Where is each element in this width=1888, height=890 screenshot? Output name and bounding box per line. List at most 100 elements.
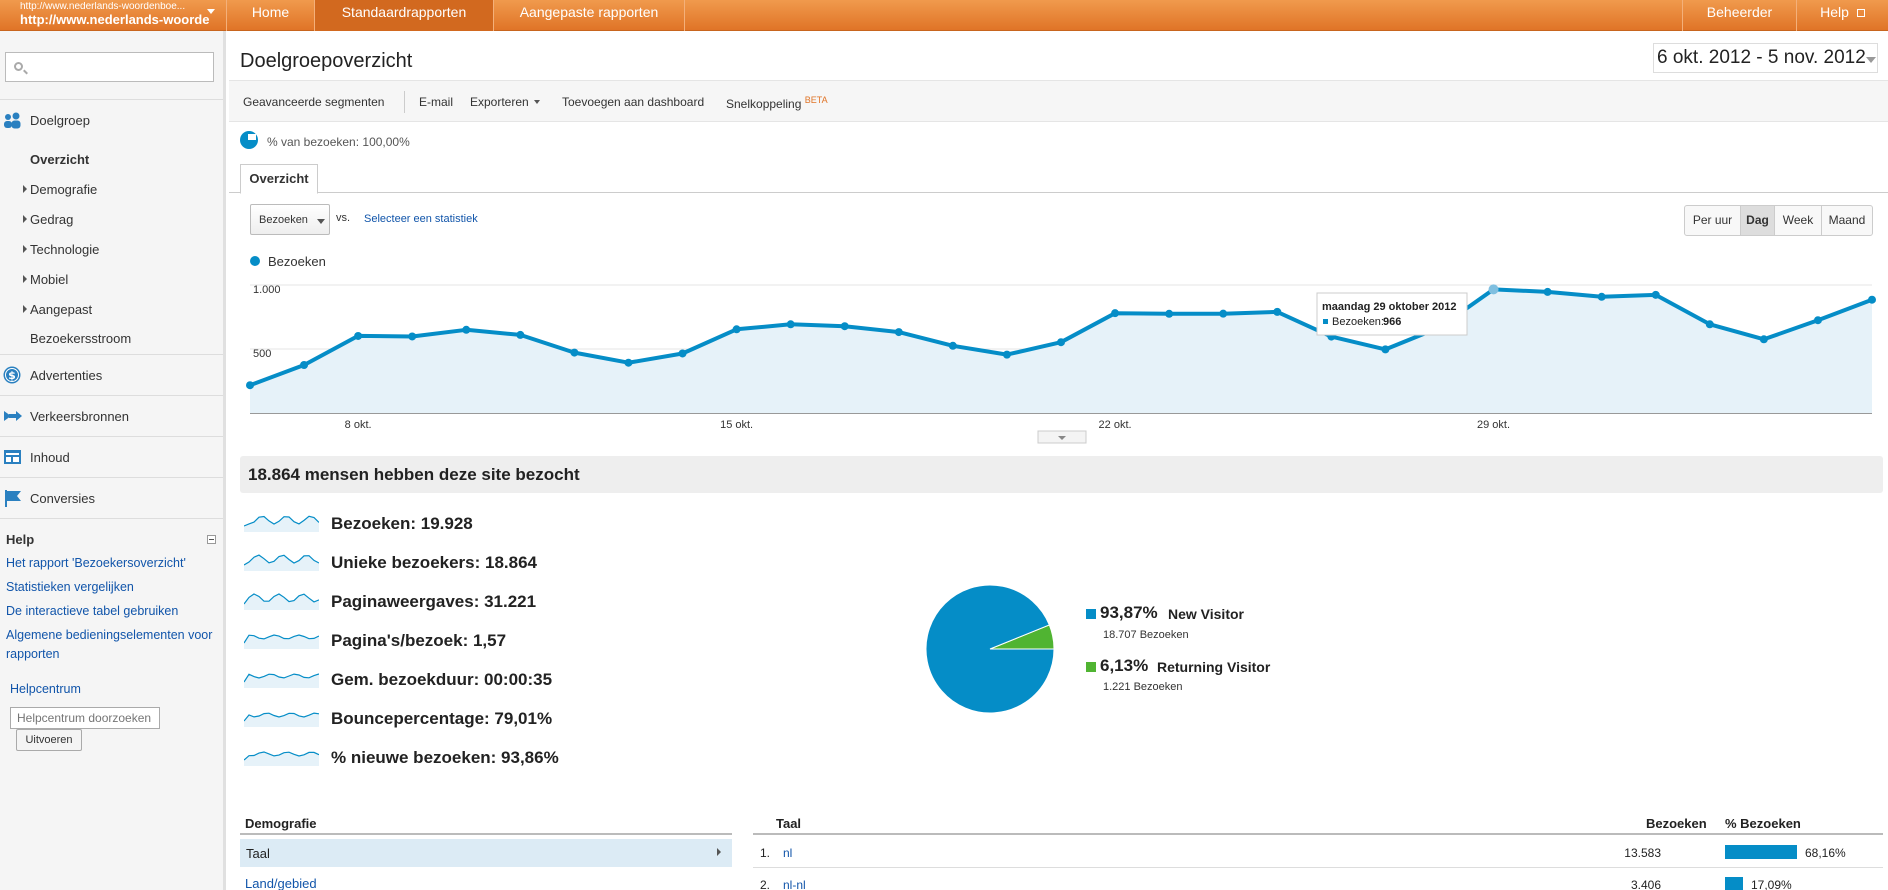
segment-label: % van bezoeken: 100,00% <box>267 135 410 149</box>
advanced-segments-button[interactable]: Geavanceerde segmenten <box>243 95 385 109</box>
sparkline-icon <box>244 751 319 766</box>
helpcenter-search-input[interactable] <box>10 707 160 729</box>
chart-point[interactable] <box>1759 335 1768 344</box>
chart-point[interactable] <box>1111 309 1120 318</box>
account-url-small: http://www.nederlands-woordenboe... <box>20 2 186 12</box>
visits-header: Bezoeken <box>1646 816 1707 831</box>
sidebar-item-visitors-flow[interactable]: Bezoekersstroom <box>30 331 132 346</box>
summary-metric-label: Gem. bezoekduur: 00:00:35 <box>331 670 553 689</box>
chart-point[interactable] <box>1651 290 1660 299</box>
add-to-dashboard-button[interactable]: Toevoegen aan dashboard <box>562 95 705 109</box>
sidebar-item-technology[interactable]: Technologie <box>23 242 99 257</box>
tab-overview[interactable]: Overzicht <box>240 164 318 194</box>
chart-point[interactable] <box>1219 309 1228 318</box>
chart-point[interactable] <box>1813 316 1822 325</box>
chart-point[interactable] <box>1273 307 1282 316</box>
chart-point[interactable] <box>1057 338 1065 347</box>
date-range-picker[interactable]: 6 okt. 2012 - 5 nov. 2012 <box>1653 43 1878 73</box>
sidebar-section-label: Inhoud <box>30 450 70 465</box>
table-row-pct: 17,09% <box>1751 878 1792 890</box>
chart-point[interactable] <box>1597 292 1606 301</box>
search-input[interactable] <box>5 52 214 82</box>
sidebar-item-label: Demografie <box>30 182 98 197</box>
demographics-row-country[interactable]: Land/gebied <box>245 876 317 890</box>
chart-point[interactable] <box>300 361 309 369</box>
tab-bar-line <box>229 192 1888 193</box>
chart-point[interactable] <box>1165 309 1174 318</box>
sidebar-item-demographics[interactable]: Demografie <box>23 182 97 197</box>
sparkline-icon <box>244 634 319 649</box>
chart-point[interactable] <box>1705 320 1714 329</box>
chart-point[interactable] <box>1488 284 1499 295</box>
chart-point[interactable] <box>624 358 633 367</box>
granularity-week[interactable]: Week <box>1775 206 1822 235</box>
sidebar-item-overview[interactable]: Overzicht <box>30 152 90 167</box>
collapse-icon[interactable] <box>207 535 216 544</box>
demographics-row-language[interactable]: Taal <box>240 839 732 867</box>
sidebar-item-behavior[interactable]: Gedrag <box>23 212 73 227</box>
export-button[interactable]: Exporteren <box>470 95 541 109</box>
chart-point[interactable] <box>1868 295 1876 304</box>
pct-visits-header: % Bezoeken <box>1725 816 1801 831</box>
chart-point[interactable] <box>894 328 903 337</box>
legend-sub-returning: 1.221 Bezoeken <box>1103 681 1183 693</box>
chart-point[interactable] <box>786 320 795 329</box>
chart-point[interactable] <box>462 325 471 334</box>
chart-point[interactable] <box>246 381 254 390</box>
chart-point[interactable] <box>354 331 363 340</box>
legend-swatch-returning <box>1086 662 1096 672</box>
helpcenter-link[interactable]: Helpcentrum <box>10 682 81 696</box>
account-selector[interactable]: http://www.nederlands-woordenboe... http… <box>0 0 226 31</box>
help-link-visitors-overview[interactable]: Het rapport 'Bezoekersoverzicht' <box>6 556 186 570</box>
chart-point[interactable] <box>1002 350 1011 359</box>
legend-name-new: New Visitor <box>1168 606 1244 622</box>
nav-help[interactable]: Help <box>1796 0 1888 31</box>
email-button[interactable]: E-mail <box>419 95 454 109</box>
sidebar-section-audience[interactable]: Doelgroep <box>0 99 223 140</box>
granularity-day[interactable]: Dag <box>1741 206 1775 235</box>
chart-point[interactable] <box>570 348 579 357</box>
granularity-month[interactable]: Maand <box>1828 213 1866 227</box>
chart-point[interactable] <box>516 330 525 339</box>
chart-point[interactable] <box>1543 287 1552 296</box>
chart-point[interactable] <box>732 325 741 334</box>
legend-label: Bezoeken <box>268 254 326 269</box>
sidebar-section-content[interactable]: Inhoud <box>0 436 223 477</box>
sidebar-section-advertising[interactable]: $ Advertenties <box>0 354 223 395</box>
chart-point[interactable] <box>1381 345 1390 354</box>
shortcut-button[interactable]: Snelkoppeling BETA <box>726 95 828 111</box>
help-link-report-controls[interactable]: Algemene bedieningselementen voor rappor… <box>6 628 213 661</box>
sidebar-section-label: Verkeersbronnen <box>30 409 130 424</box>
granularity-hour[interactable]: Per uur <box>1685 206 1741 235</box>
legend-sub-new: 18.707 Bezoeken <box>1103 629 1189 641</box>
flag-icon <box>5 490 21 507</box>
sidebar-item-mobile[interactable]: Mobiel <box>23 272 68 287</box>
table-row-pct: 68,16% <box>1805 846 1846 860</box>
sidebar-section-label: Doelgroep <box>30 113 90 128</box>
chart-point[interactable] <box>408 332 417 341</box>
toolbar: Geavanceerde segmenten E-mail Exporteren… <box>229 80 1888 122</box>
help-link-interactive-table[interactable]: De interactieve tabel gebruiken <box>6 604 179 618</box>
help-link-compare-stats[interactable]: Statistieken vergelijken <box>6 580 134 594</box>
metric-select[interactable]: Bezoeken <box>250 204 330 235</box>
nav-custom-reports[interactable]: Aangepaste rapporten <box>493 0 685 31</box>
nav-standard-reports[interactable]: Standaardrapporten <box>314 0 493 31</box>
go-button[interactable]: Uitvoeren <box>16 729 82 751</box>
sidebar-section-traffic-sources[interactable]: Verkeersbronnen <box>0 395 223 436</box>
table-row-language[interactable]: nl <box>783 846 793 860</box>
nav-admin[interactable]: Beheerder <box>1682 0 1796 31</box>
select-statistic-link[interactable]: Selecteer een statistiek <box>364 213 478 225</box>
sparkline-icon <box>244 673 319 688</box>
sidebar-section-conversions[interactable]: Conversies <box>0 477 223 518</box>
table-row-language[interactable]: nl-nl <box>783 878 806 890</box>
tooltip-date: maandag 29 oktober 2012 <box>1322 301 1457 313</box>
pie-slice[interactable] <box>925 584 1055 714</box>
chart-point[interactable] <box>840 322 849 331</box>
sidebar-item-custom[interactable]: Aangepast <box>23 302 92 317</box>
chart-area-fill <box>250 289 1872 413</box>
table-row-visits: 13.583 <box>1624 846 1661 860</box>
chart-point[interactable] <box>948 341 957 350</box>
chart-point[interactable] <box>678 349 687 358</box>
nav-home[interactable]: Home <box>226 0 314 31</box>
tooltip-label: Bezoeken: <box>1332 316 1384 328</box>
